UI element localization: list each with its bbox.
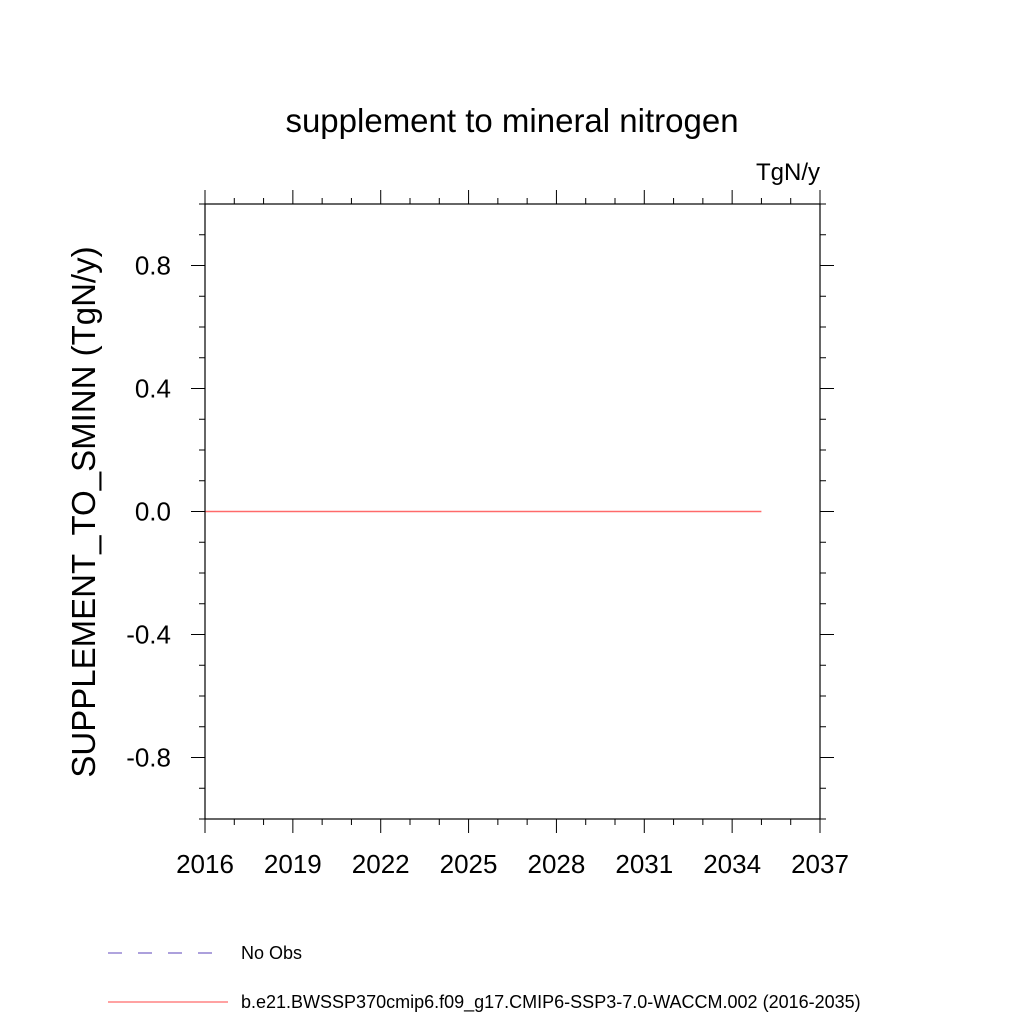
x-tick-label: 2034	[703, 849, 761, 879]
y-tick-label: 0.0	[135, 497, 171, 527]
x-tick-label: 2019	[264, 849, 322, 879]
x-tick-label: 2028	[528, 849, 586, 879]
axis-ticks	[191, 190, 834, 833]
legend-label-model-run: b.e21.BWSSP370cmip6.f09_g17.CMIP6-SSP3-7…	[241, 992, 861, 1013]
y-tick-label: -0.8	[126, 743, 171, 773]
y-axis-label: SUPPLEMENT_TO_SMINN (TgN/y)	[65, 246, 102, 777]
x-tick-label: 2022	[352, 849, 410, 879]
y-tick-label: -0.4	[126, 620, 171, 650]
x-tick-label: 2031	[615, 849, 673, 879]
y-tick-label: 0.8	[135, 251, 171, 281]
legend-label-no-obs: No Obs	[241, 943, 302, 963]
x-tick-label: 2016	[176, 849, 234, 879]
chart-title: supplement to mineral nitrogen	[285, 102, 738, 139]
plot-frame	[204, 203, 821, 820]
x-tick-label: 2037	[791, 849, 849, 879]
y-tick-label: 0.4	[135, 374, 171, 404]
x-tick-label: 2025	[440, 849, 498, 879]
tick-labels: 2016 2019 2022 2025 2028 2031 2034 2037 0.8 0.4 0.…	[126, 251, 849, 880]
units-label: TgN/y	[756, 159, 820, 186]
legend: No Obs b.e21.BWSSP370cmip6.f09_g17.CMIP6…	[108, 943, 861, 1013]
